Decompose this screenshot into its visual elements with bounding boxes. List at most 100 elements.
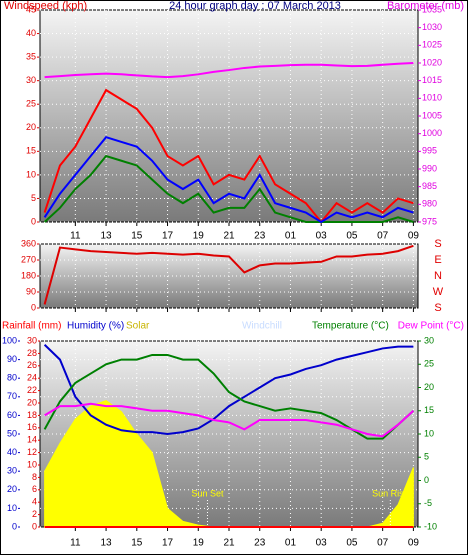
y2-tick-label: 1015 xyxy=(422,75,442,85)
compass-label: S xyxy=(434,302,441,314)
y-tick-label: 10 xyxy=(26,169,36,179)
series-header: Rainfall (mm) xyxy=(2,321,61,332)
y-tick-label: 0 xyxy=(12,521,17,531)
y-tick-label: 80 xyxy=(7,373,17,383)
y-tick-label: 70 xyxy=(7,391,17,401)
y2-tick-label: 1000 xyxy=(422,128,442,138)
x-tick-label: 17 xyxy=(162,231,174,242)
y2-tick-label: 1010 xyxy=(422,93,442,103)
y2-tick-label: 980 xyxy=(422,199,437,209)
y2-tick-label: 15 xyxy=(424,405,434,415)
series-header: Temperature (°C) xyxy=(312,321,389,332)
annotation: Sun Set xyxy=(191,488,224,498)
y3-tick-label: 28 xyxy=(27,348,37,358)
y-tick-label: 30 xyxy=(26,75,36,85)
y3-tick-label: 0 xyxy=(32,521,37,531)
y2-tick-label: -10 xyxy=(424,521,437,531)
x-tick-label: 15 xyxy=(131,538,143,549)
y2-tick-label: 1020 xyxy=(422,57,442,67)
x-tick-label: 05 xyxy=(346,231,358,242)
x-tick-label: 11 xyxy=(70,231,81,242)
x-tick-label: 03 xyxy=(316,231,328,242)
y3-tick-label: 22 xyxy=(27,385,37,395)
x-tick-label: 07 xyxy=(377,538,389,549)
y2-tick-label: 1030 xyxy=(422,22,442,32)
y-tick-label: 30 xyxy=(7,466,17,476)
y-tick-label: 40 xyxy=(7,447,17,457)
x-tick-label: 21 xyxy=(223,231,235,242)
series-header: Humidity (%) xyxy=(67,321,124,332)
y2-tick-label: -5 xyxy=(424,498,432,508)
x-tick-label: 19 xyxy=(193,231,205,242)
annotation: Sun Rise xyxy=(372,488,409,498)
series-line xyxy=(43,136,414,224)
series-header: Solar xyxy=(126,321,150,332)
x-tick-label: 17 xyxy=(162,538,174,549)
series-header: Dew Point (°C) xyxy=(398,321,464,332)
y2-tick-label: 25 xyxy=(424,359,434,369)
y2-tick-label: 5 xyxy=(424,452,429,462)
x-tick-label: 19 xyxy=(193,538,205,549)
y3-tick-label: 4 xyxy=(32,497,37,507)
y-tick-label: 0 xyxy=(31,302,36,312)
y-tick-label: 35 xyxy=(26,51,36,61)
y-tick-label: 15 xyxy=(26,146,36,156)
x-tick-label: 11 xyxy=(70,538,81,549)
y3-tick-label: 30 xyxy=(27,335,37,345)
compass-label: E xyxy=(434,254,441,266)
y-tick-label: 0 xyxy=(31,216,36,226)
x-tick-label: 23 xyxy=(254,538,266,549)
x-tick-label: 09 xyxy=(408,231,420,242)
y-tick-label: 90 xyxy=(7,354,17,364)
y2-tick-label: 985 xyxy=(422,181,437,191)
y-axis-label: Windspeed (kph) xyxy=(4,0,87,12)
y3-tick-label: 14 xyxy=(27,435,37,445)
y3-tick-label: 18 xyxy=(27,410,37,420)
y-tick-label: 360 xyxy=(21,238,36,248)
y-tick-label: 60 xyxy=(7,410,17,420)
series-line xyxy=(44,62,414,79)
y2-tick-label: 30 xyxy=(424,335,434,345)
y2-tick-label: 1005 xyxy=(422,110,442,120)
x-tick-label: 05 xyxy=(346,538,358,549)
series-line xyxy=(43,154,414,223)
y-tick-label: 40 xyxy=(26,28,36,38)
y-tick-label: 20 xyxy=(7,484,17,494)
y2-tick-label: 20 xyxy=(424,382,434,392)
y3-tick-label: 6 xyxy=(32,484,37,494)
y2-tick-label: 995 xyxy=(422,146,437,156)
series-line xyxy=(44,402,415,438)
x-tick-label: 03 xyxy=(316,538,328,549)
y3-tick-label: 26 xyxy=(27,360,37,370)
x-tick-label: 09 xyxy=(408,538,420,549)
y2-tick-label: 1025 xyxy=(422,40,442,50)
y2-tick-label: 990 xyxy=(422,163,437,173)
y-tick-label: 45 xyxy=(26,4,36,14)
x-tick-label: 13 xyxy=(101,538,113,549)
y3-tick-label: 16 xyxy=(27,422,37,432)
x-tick-label: 07 xyxy=(377,231,389,242)
y-tick-label: 10 xyxy=(7,503,17,513)
y3-tick-label: 12 xyxy=(27,447,37,457)
series-line xyxy=(43,88,414,224)
series-line xyxy=(43,344,414,436)
y-tick-label: 100 xyxy=(2,335,17,345)
y3-tick-label: 8 xyxy=(32,472,37,482)
compass-label: N xyxy=(434,270,442,282)
y-tick-label: 180 xyxy=(21,270,36,280)
chart-title: 24 hour graph day : 07 March 2013 xyxy=(169,0,341,12)
y2-axis-label: Barometer (mb) xyxy=(387,0,464,12)
x-tick-label: 01 xyxy=(285,538,297,549)
y2-tick-label: 0 xyxy=(424,475,429,485)
x-tick-label: 15 xyxy=(131,231,143,242)
y-tick-label: 50 xyxy=(7,428,17,438)
x-tick-label: 13 xyxy=(101,231,113,242)
y2-tick-label: 975 xyxy=(422,216,437,226)
series-header: Windchill xyxy=(242,321,282,332)
y3-tick-label: 2 xyxy=(32,509,37,519)
y-tick-label: 20 xyxy=(26,122,36,132)
y3-tick-label: 20 xyxy=(27,397,37,407)
x-tick-label: 23 xyxy=(254,231,266,242)
compass-label: S xyxy=(434,238,441,250)
